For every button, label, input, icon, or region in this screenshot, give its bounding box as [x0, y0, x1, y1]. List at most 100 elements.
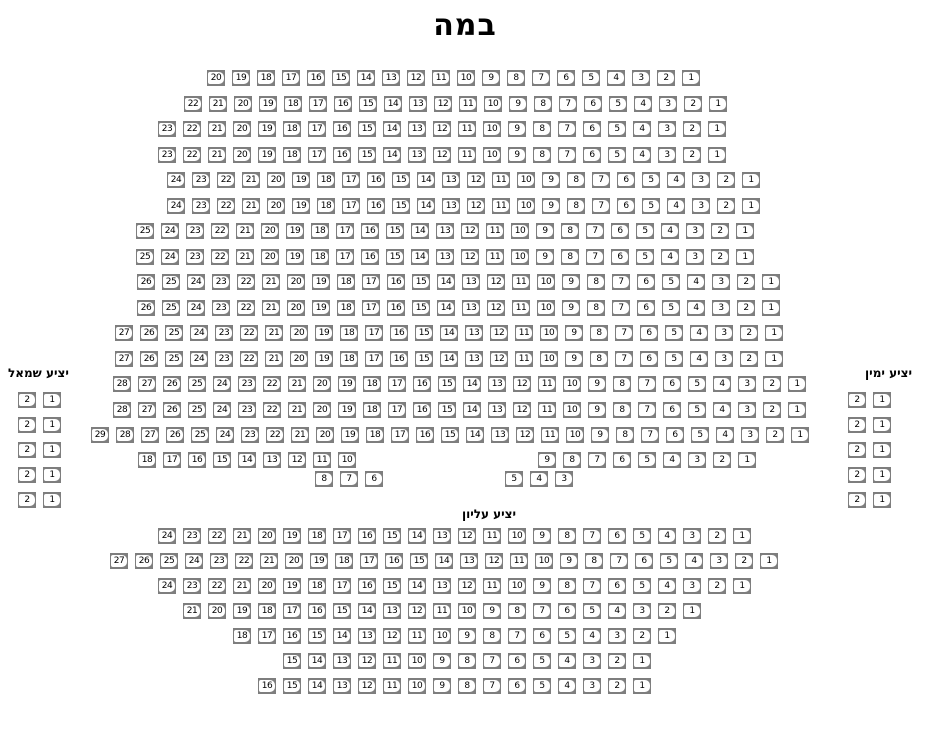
seat-main-floor-row10-23[interactable]: 23: [212, 300, 230, 316]
seat-main-floor-row13-24[interactable]: 24: [213, 376, 231, 392]
seat-main-floor-row11-8[interactable]: 8: [590, 325, 608, 341]
seat-main-floor-row7-15[interactable]: 15: [386, 223, 404, 239]
seat-main-floor-row2-11[interactable]: 11: [459, 96, 477, 112]
seat-main-floor-row9-25[interactable]: 25: [162, 274, 180, 290]
seat-right-balcony-row4-1[interactable]: 1: [873, 467, 891, 483]
seat-main-floor-row13-9[interactable]: 9: [588, 376, 606, 392]
seat-main-floor-row7-3[interactable]: 3: [686, 223, 704, 239]
seat-main-floor-row13-18[interactable]: 18: [363, 376, 381, 392]
seat-main-floor-row2-15[interactable]: 15: [359, 96, 377, 112]
seat-main-floor-row2-6[interactable]: 6: [584, 96, 602, 112]
seat-main-floor-row14-9[interactable]: 9: [588, 402, 606, 418]
seat-main-floor-row15-22[interactable]: 22: [266, 427, 284, 443]
seat-main-floor-row8-18[interactable]: 18: [311, 249, 329, 265]
seat-main-floor-row11-9[interactable]: 9: [565, 325, 583, 341]
seat-main-floor-row3-7[interactable]: 7: [558, 121, 576, 137]
seat-main-floor-row4-23[interactable]: 23: [158, 147, 176, 163]
seat-main-floor-row8-12[interactable]: 12: [461, 249, 479, 265]
seat-main-floor-row2-22[interactable]: 22: [184, 96, 202, 112]
seat-main-floor-row12-6[interactable]: 6: [640, 351, 658, 367]
seat-main-floor-row7-5[interactable]: 5: [636, 223, 654, 239]
seat-main-floor-row8-6[interactable]: 6: [611, 249, 629, 265]
seat-main-floor-row9-10[interactable]: 10: [537, 274, 555, 290]
seat-main-floor-row3-21[interactable]: 21: [208, 121, 226, 137]
seat-main-floor-row15-12[interactable]: 12: [516, 427, 534, 443]
seat-main-floor-row10-24[interactable]: 24: [187, 300, 205, 316]
seat-main-floor-row11-14[interactable]: 14: [440, 325, 458, 341]
seat-main-floor-row15-19[interactable]: 19: [341, 427, 359, 443]
seat-main-floor-row14-17[interactable]: 17: [388, 402, 406, 418]
seat-main-floor-row13-17[interactable]: 17: [388, 376, 406, 392]
seat-main-floor-row9-3[interactable]: 3: [712, 274, 730, 290]
seat-main-floor-row6-20[interactable]: 20: [267, 198, 285, 214]
seat-main-floor-row3-8[interactable]: 8: [533, 121, 551, 137]
seat-main-floor-row1-6[interactable]: 6: [557, 70, 575, 86]
seat-main-floor-row4-3[interactable]: 3: [658, 147, 676, 163]
seat-main-floor-row12-27[interactable]: 27: [115, 351, 133, 367]
seat-main-floor-row11-5[interactable]: 5: [665, 325, 683, 341]
seat-main-floor-row3-9[interactable]: 9: [508, 121, 526, 137]
seat-main-floor-row8-23[interactable]: 23: [186, 249, 204, 265]
seat-main-floor-row1-1[interactable]: 1: [682, 70, 700, 86]
seat-main-floor-row7-2[interactable]: 2: [711, 223, 729, 239]
seat-main-floor-row4-2[interactable]: 2: [683, 147, 701, 163]
seat-main-floor-row10-18[interactable]: 18: [337, 300, 355, 316]
seat-main-floor-row8-14[interactable]: 14: [411, 249, 429, 265]
seat-main-floor-row11-3[interactable]: 3: [715, 325, 733, 341]
seat-main-floor-row13-25[interactable]: 25: [188, 376, 206, 392]
seat-main-floor-row11-10[interactable]: 10: [540, 325, 558, 341]
seat-main-floor-row12-15[interactable]: 15: [415, 351, 433, 367]
seat-main-floor-row15-15[interactable]: 15: [441, 427, 459, 443]
seat-main-floor-row13-1[interactable]: 1: [788, 376, 806, 392]
seat-main-floor-row9-20[interactable]: 20: [287, 274, 305, 290]
seat-main-floor-row8-20[interactable]: 20: [261, 249, 279, 265]
seat-main-floor-row6-1[interactable]: 1: [742, 198, 760, 214]
seat-main-floor-row4-7[interactable]: 7: [558, 147, 576, 163]
seat-main-floor-row14-3[interactable]: 3: [738, 402, 756, 418]
seat-main-floor-row7-6[interactable]: 6: [611, 223, 629, 239]
seat-main-floor-row3-19[interactable]: 19: [258, 121, 276, 137]
seat-main-floor-row9-7[interactable]: 7: [612, 274, 630, 290]
seat-main-floor-row3-18[interactable]: 18: [283, 121, 301, 137]
seat-main-floor-row6-10[interactable]: 10: [517, 198, 535, 214]
seat-main-floor-row14-6[interactable]: 6: [663, 402, 681, 418]
seat-main-floor-row1-3[interactable]: 3: [632, 70, 650, 86]
seat-main-floor-row1-13[interactable]: 13: [382, 70, 400, 86]
seat-main-floor-row2-5[interactable]: 5: [609, 96, 627, 112]
seat-main-floor-row15-16[interactable]: 16: [416, 427, 434, 443]
seat-main-floor-row4-9[interactable]: 9: [508, 147, 526, 163]
seat-main-floor-row3-4[interactable]: 4: [633, 121, 651, 137]
seat-main-floor-row10-7[interactable]: 7: [612, 300, 630, 316]
seat-main-floor-row5-14[interactable]: 14: [417, 172, 435, 188]
seat-main-floor-row8-25[interactable]: 25: [136, 249, 154, 265]
seat-main-floor-row4-16[interactable]: 16: [333, 147, 351, 163]
seat-main-floor-row8-3[interactable]: 3: [686, 249, 704, 265]
seat-main-floor-row13-8[interactable]: 8: [613, 376, 631, 392]
seat-main-floor-row2-12[interactable]: 12: [434, 96, 452, 112]
seat-main-floor-row14-24[interactable]: 24: [213, 402, 231, 418]
seat-main-floor-row12-12[interactable]: 12: [490, 351, 508, 367]
seat-main-floor-row9-15[interactable]: 15: [412, 274, 430, 290]
seat-main-floor-row10-1[interactable]: 1: [762, 300, 780, 316]
seat-right-balcony-row1-2[interactable]: 2: [848, 392, 866, 408]
seat-main-floor-row7-25[interactable]: 25: [136, 223, 154, 239]
seat-main-floor-row1-19[interactable]: 19: [232, 70, 250, 86]
seat-main-floor-row13-21[interactable]: 21: [288, 376, 306, 392]
seat-main-floor-row9-19[interactable]: 19: [312, 274, 330, 290]
seat-main-floor-row3-11[interactable]: 11: [458, 121, 476, 137]
seat-main-floor-row3-16[interactable]: 16: [333, 121, 351, 137]
seat-main-floor-row13-19[interactable]: 19: [338, 376, 356, 392]
seat-main-floor-row7-4[interactable]: 4: [661, 223, 679, 239]
seat-main-floor-row11-21[interactable]: 21: [265, 325, 283, 341]
seat-main-floor-row7-13[interactable]: 13: [436, 223, 454, 239]
seat-main-floor-row8-2[interactable]: 2: [711, 249, 729, 265]
seat-main-floor-row13-22[interactable]: 22: [263, 376, 281, 392]
seat-main-floor-row4-1[interactable]: 1: [708, 147, 726, 163]
seat-main-floor-row14-11[interactable]: 11: [538, 402, 556, 418]
seat-main-floor-row11-11[interactable]: 11: [515, 325, 533, 341]
seat-right-balcony-row5-1[interactable]: 1: [873, 492, 891, 508]
seat-main-floor-row1-2[interactable]: 2: [657, 70, 675, 86]
seat-main-floor-row11-17[interactable]: 17: [365, 325, 383, 341]
seat-main-floor-row7-1[interactable]: 1: [736, 223, 754, 239]
seat-main-floor-row6-16[interactable]: 16: [367, 198, 385, 214]
